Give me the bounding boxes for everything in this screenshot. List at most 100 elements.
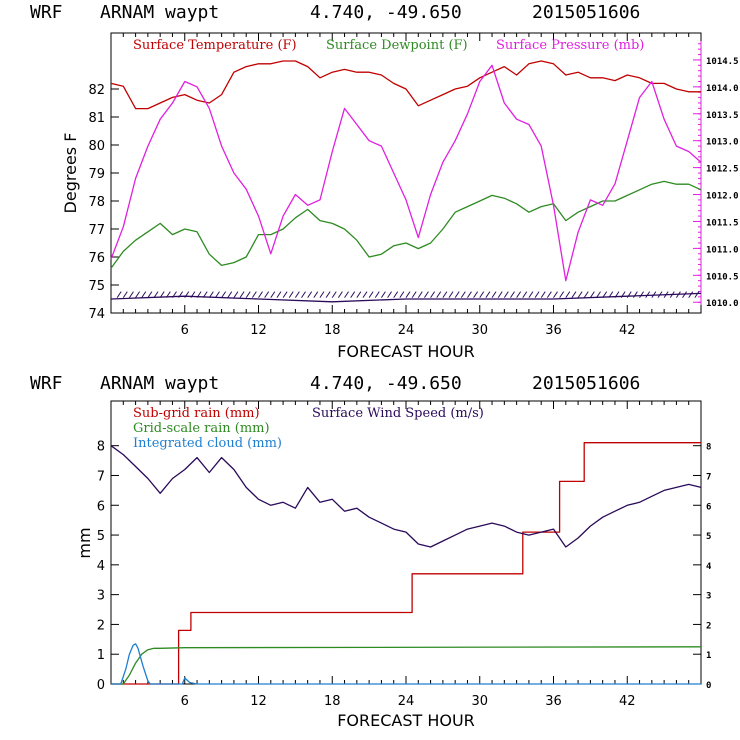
wind-barb-mark [208, 291, 214, 298]
top-x-tick-label: 12 [250, 323, 267, 338]
top-y-tick-label: 79 [88, 167, 105, 182]
top-x-tick-label: 42 [619, 323, 636, 338]
series-grid-scale-rain-mm [111, 646, 702, 685]
top-x-tick-label: 36 [545, 323, 562, 338]
top-y-tick-label: 76 [88, 251, 105, 266]
legend-integrated-cloud: Integrated cloud (mm) [133, 436, 282, 451]
top-y-tick-label: 74 [88, 307, 105, 322]
wind-barb-mark [424, 291, 429, 298]
legend-grid-scale-rain: Grid-scale rain (mm) [133, 421, 270, 436]
wind-barb-mark [172, 291, 177, 298]
wind-barb-mark [405, 291, 411, 298]
wind-barb-mark [301, 291, 306, 298]
wind-barb-mark [460, 291, 466, 298]
top-y2-tick-label: 1012.0 [706, 192, 739, 202]
wind-barb-mark [639, 291, 644, 298]
bottom-chart-header: WRF ARNAM waypt 4.740, -49.650 201505160… [30, 373, 640, 394]
top-chart: 6 12 18 24 30 36 42 74 75 76 77 78 79 80 81 82 1010.0 101… [61, 32, 739, 361]
wind-barb-mark [546, 291, 552, 298]
top-header-model: WRF [30, 2, 63, 23]
bottom-header-station: ARNAM waypt [100, 373, 219, 394]
bottom-series-group [110, 442, 702, 685]
bottom-y-tick-label: 2 [97, 618, 105, 633]
wind-barb-mark [454, 291, 460, 298]
wind-barb-mark [319, 291, 325, 298]
top-y2-tick-label: 1014.5 [706, 57, 739, 67]
wind-barb-mark [202, 291, 208, 298]
wind-barb-mark [473, 291, 479, 298]
series-integrated-cloud-mm [111, 643, 701, 685]
bottom-header-coords: 4.740, -49.650 [310, 373, 462, 394]
wind-barb-mark [313, 291, 319, 298]
wind-barb-mark [534, 291, 540, 298]
wind-barb-mark [614, 291, 620, 298]
bottom-header-model: WRF [30, 373, 63, 394]
wind-barb-mark [620, 291, 626, 298]
wind-barb-mark [282, 291, 288, 298]
wind-barb-mark [184, 291, 190, 298]
wind-barb-mark [251, 291, 257, 298]
top-x-tick-label: 6 [181, 323, 189, 338]
bottom-y-tick-label: 5 [97, 529, 105, 544]
top-y2-tick-label: 1011.0 [706, 245, 739, 255]
wind-barb-mark [399, 291, 405, 298]
bottom-x-tick-label: 12 [250, 694, 267, 709]
wind-barb-mark [350, 291, 356, 298]
series-sub-grid-rain-mm [111, 442, 701, 685]
wind-barb-mark [381, 291, 386, 298]
bottom-y-tick-label: 8 [97, 440, 105, 455]
wind-barb-mark [559, 291, 565, 298]
bottom-x-tick-label: 42 [619, 694, 636, 709]
legend-sub-grid-rain: Sub-grid rain (mm) [133, 406, 260, 421]
bottom-x-tick-label: 36 [545, 694, 562, 709]
wind-barb-mark [356, 291, 362, 298]
wind-barb-mark [467, 291, 472, 298]
bottom-x-tick-label: 18 [324, 694, 341, 709]
wind-barb-mark [510, 291, 515, 298]
bottom-y2-tick-label: 3 [706, 592, 711, 602]
bottom-y-tick-label: 4 [97, 559, 105, 574]
wind-barb-mark [485, 291, 491, 298]
wind-barb-mark [307, 291, 313, 298]
wind-barb-mark [589, 291, 595, 298]
wind-barb-mark [196, 291, 202, 298]
top-y-tick-label: 75 [88, 279, 105, 294]
wind-barb-mark [417, 291, 423, 298]
wind-barb-mark [221, 291, 227, 298]
wind-barb-mark [215, 291, 220, 298]
wind-barb-mark [663, 291, 669, 298]
wind-barb-mark [227, 291, 233, 298]
bottom-y2-tick-label: 7 [706, 472, 711, 482]
bottom-header-date: 2015051606 [532, 373, 640, 394]
top-y2-tick-label: 1013.0 [706, 138, 739, 148]
wind-barb-mark [522, 291, 528, 298]
wind-barb-mark [651, 291, 657, 298]
wind-barb-mark [135, 291, 140, 298]
wind-barb-mark [626, 291, 632, 298]
wind-barb-mark [497, 291, 503, 298]
wind-barb-mark [239, 291, 245, 298]
bottom-y-tick-label: 0 [97, 678, 105, 693]
wind-barb-mark [258, 291, 263, 298]
series-surface-wind-speed-m-s [110, 445, 702, 548]
wind-barb-mark [602, 291, 608, 298]
top-y2-tick-label: 1013.5 [706, 111, 739, 121]
wind-barb-mark [331, 291, 337, 298]
wind-barb-mark [608, 291, 614, 298]
wind-barb-mark [430, 291, 435, 298]
wind-barb-mark [129, 291, 134, 298]
wind-barb-mark [694, 291, 700, 298]
wind-barb-mark [178, 291, 184, 298]
top-legend: Surface Temperature (F) Surface Dewpoint… [133, 38, 644, 53]
bottom-y-tick-label: 6 [97, 499, 105, 514]
wind-barb-mark [682, 291, 687, 298]
top-header-coords: 4.740, -49.650 [310, 2, 462, 23]
top-chart-header: WRF ARNAM waypt 4.740, -49.650 201505160… [30, 2, 640, 23]
wind-barb-mark [632, 291, 638, 298]
top-x-tick-label: 18 [324, 323, 341, 338]
legend-surface-dewpoint: Surface Dewpoint (F) [326, 38, 468, 53]
wind-barb-mark [448, 291, 454, 298]
top-y-tick-label: 77 [88, 223, 105, 238]
top-y-tick-label: 80 [88, 139, 105, 154]
